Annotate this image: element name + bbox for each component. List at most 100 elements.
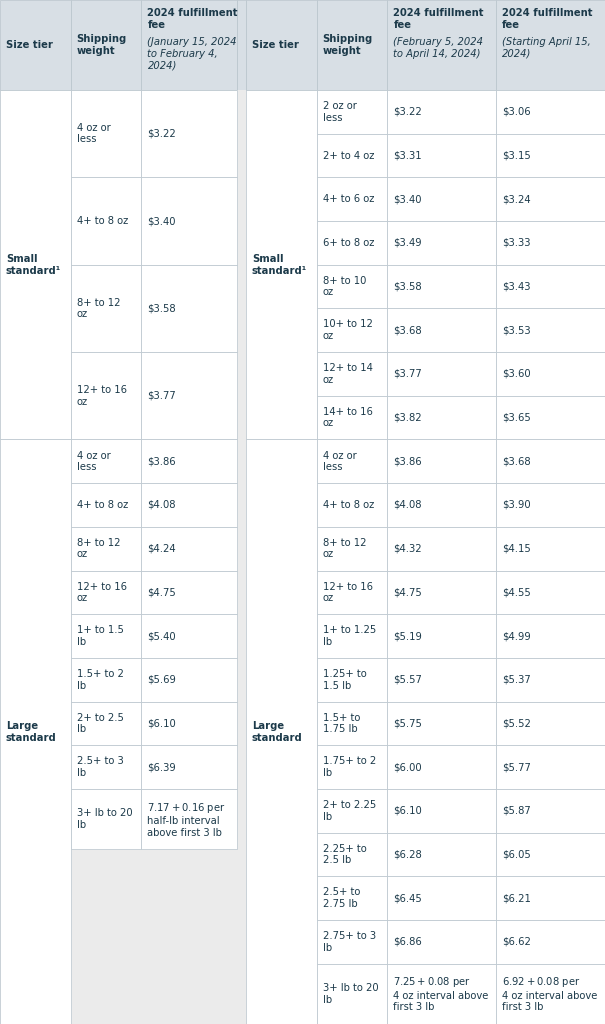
Text: 2+ to 2.25
lb: 2+ to 2.25 lb — [322, 800, 376, 821]
Bar — [496, 134, 605, 177]
Text: $6.00: $6.00 — [393, 762, 422, 772]
Text: (February 5, 2024
to April 14, 2024): (February 5, 2024 to April 14, 2024) — [393, 37, 483, 58]
Bar — [496, 920, 605, 964]
Text: $3.77: $3.77 — [393, 369, 422, 379]
Text: $7.25 + $0.08 per
4 oz interval above
first 3 lb: $7.25 + $0.08 per 4 oz interval above fi… — [393, 975, 489, 1013]
Bar — [496, 483, 605, 526]
Bar — [387, 788, 496, 833]
Text: $5.19: $5.19 — [393, 631, 422, 641]
Text: $4.15: $4.15 — [502, 544, 531, 554]
Bar — [387, 526, 496, 570]
Bar — [496, 221, 605, 265]
Bar — [0, 0, 71, 90]
Text: $3.90: $3.90 — [502, 500, 531, 510]
Bar — [142, 483, 237, 526]
Text: 4+ to 8 oz: 4+ to 8 oz — [77, 500, 128, 510]
Bar — [496, 177, 605, 221]
Text: 2.25+ to
2.5 lb: 2.25+ to 2.5 lb — [322, 844, 367, 865]
Bar — [316, 308, 387, 352]
Bar — [387, 396, 496, 439]
Text: $6.39: $6.39 — [148, 762, 176, 772]
Bar — [387, 177, 496, 221]
Bar — [142, 745, 237, 788]
Text: $6.86: $6.86 — [393, 937, 422, 947]
Bar — [71, 177, 142, 265]
Text: 6+ to 8 oz: 6+ to 8 oz — [322, 238, 374, 248]
Bar — [496, 90, 605, 134]
Text: $3.60: $3.60 — [502, 369, 531, 379]
Text: (Starting April 15,
2024): (Starting April 15, 2024) — [502, 37, 591, 58]
Bar — [316, 833, 387, 877]
Bar — [142, 265, 237, 352]
Bar — [142, 657, 237, 701]
Text: $3.31: $3.31 — [393, 151, 422, 161]
Bar — [316, 134, 387, 177]
Text: $4.55: $4.55 — [502, 588, 531, 597]
Bar — [246, 90, 316, 439]
Bar — [387, 745, 496, 788]
Bar — [142, 90, 237, 177]
Text: $5.87: $5.87 — [502, 806, 531, 816]
Text: 1+ to 1.25
lb: 1+ to 1.25 lb — [322, 626, 376, 647]
Text: $3.22: $3.22 — [148, 129, 176, 138]
Bar — [71, 352, 142, 439]
Bar — [316, 0, 387, 90]
Bar — [316, 701, 387, 745]
Text: $4.75: $4.75 — [148, 588, 176, 597]
Text: (January 15, 2024
to February 4,
2024): (January 15, 2024 to February 4, 2024) — [148, 37, 237, 71]
Bar — [316, 526, 387, 570]
Bar — [71, 614, 142, 657]
Text: $3.24: $3.24 — [502, 195, 531, 204]
Text: 4 oz or
less: 4 oz or less — [77, 123, 111, 144]
Text: 2.5+ to
2.75 lb: 2.5+ to 2.75 lb — [322, 888, 360, 909]
Text: 10+ to 12
oz: 10+ to 12 oz — [322, 319, 373, 341]
Text: $3.58: $3.58 — [393, 282, 422, 292]
Bar — [316, 221, 387, 265]
Text: 1+ to 1.5
lb: 1+ to 1.5 lb — [77, 626, 123, 647]
Text: $6.62: $6.62 — [502, 937, 531, 947]
Text: $5.52: $5.52 — [502, 719, 531, 728]
Bar — [316, 177, 387, 221]
Bar — [387, 701, 496, 745]
Bar — [387, 221, 496, 265]
Text: Size tier: Size tier — [252, 40, 299, 50]
Text: $5.69: $5.69 — [148, 675, 176, 685]
Bar — [496, 439, 605, 483]
Bar — [71, 265, 142, 352]
Text: Large
standard: Large standard — [6, 721, 57, 742]
Bar — [496, 0, 605, 90]
Bar — [142, 570, 237, 614]
Text: $3.40: $3.40 — [393, 195, 422, 204]
Bar — [316, 964, 387, 1024]
Bar — [142, 701, 237, 745]
Text: 4+ to 8 oz: 4+ to 8 oz — [322, 500, 374, 510]
Bar — [496, 833, 605, 877]
Text: $5.37: $5.37 — [502, 675, 531, 685]
Bar — [237, 90, 246, 1024]
Text: Shipping
weight: Shipping weight — [77, 34, 127, 55]
Bar — [387, 352, 496, 396]
Text: 1.75+ to 2
lb: 1.75+ to 2 lb — [322, 757, 376, 778]
Text: $4.75: $4.75 — [393, 588, 422, 597]
Text: Small
standard¹: Small standard¹ — [6, 254, 61, 275]
Text: Small
standard¹: Small standard¹ — [252, 254, 307, 275]
Text: 2024 fulfillment
fee: 2024 fulfillment fee — [502, 8, 593, 30]
Text: $4.08: $4.08 — [148, 500, 176, 510]
Text: $3.68: $3.68 — [393, 326, 422, 335]
Bar — [0, 439, 71, 1024]
Bar — [496, 877, 605, 920]
Text: 2024 fulfillment
fee: 2024 fulfillment fee — [393, 8, 484, 30]
Bar — [316, 483, 387, 526]
Bar — [387, 265, 496, 308]
Text: 8+ to 10
oz: 8+ to 10 oz — [322, 275, 366, 297]
Text: 1.5+ to
1.75 lb: 1.5+ to 1.75 lb — [322, 713, 360, 734]
Bar — [142, 526, 237, 570]
Text: $3.53: $3.53 — [502, 326, 531, 335]
Bar — [496, 396, 605, 439]
Text: $3.68: $3.68 — [502, 457, 531, 466]
Bar — [71, 570, 142, 614]
Text: $3.22: $3.22 — [393, 106, 422, 117]
Bar — [316, 352, 387, 396]
Text: $3.82: $3.82 — [393, 413, 422, 423]
Bar — [71, 788, 142, 849]
